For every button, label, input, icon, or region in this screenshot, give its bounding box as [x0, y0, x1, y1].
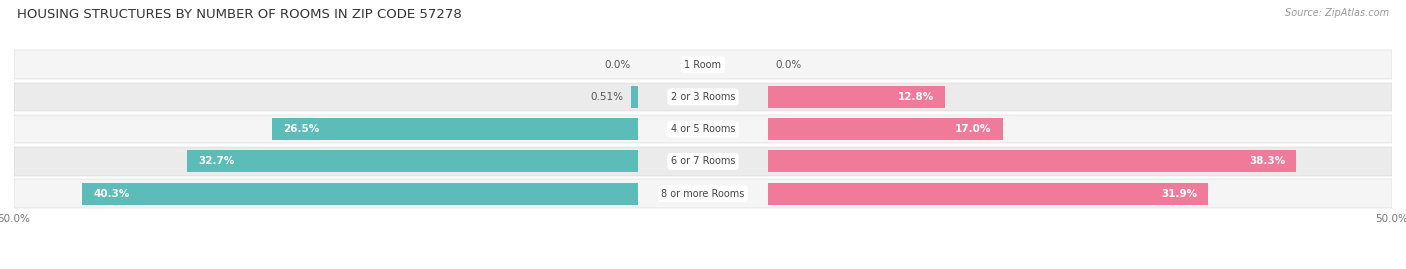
Bar [273, 118, 637, 140]
Bar [83, 183, 637, 205]
Bar [769, 118, 1002, 140]
Text: HOUSING STRUCTURES BY NUMBER OF ROOMS IN ZIP CODE 57278: HOUSING STRUCTURES BY NUMBER OF ROOMS IN… [17, 8, 461, 21]
Bar [14, 179, 1392, 208]
Text: 0.51%: 0.51% [591, 92, 624, 102]
Text: 40.3%: 40.3% [93, 189, 129, 199]
Text: 4 or 5 Rooms: 4 or 5 Rooms [671, 124, 735, 134]
Text: 17.0%: 17.0% [955, 124, 991, 134]
Bar [630, 86, 637, 108]
Text: 31.9%: 31.9% [1161, 189, 1197, 199]
Bar [769, 150, 1296, 172]
Bar [14, 147, 1392, 176]
Bar [769, 86, 945, 108]
Text: Source: ZipAtlas.com: Source: ZipAtlas.com [1285, 8, 1389, 18]
Bar [769, 183, 1208, 205]
Text: 0.0%: 0.0% [605, 59, 631, 70]
Bar [14, 83, 1392, 111]
Text: 26.5%: 26.5% [284, 124, 319, 134]
Text: 12.8%: 12.8% [897, 92, 934, 102]
Text: 0.0%: 0.0% [775, 59, 801, 70]
Bar [187, 150, 637, 172]
Text: 32.7%: 32.7% [198, 156, 235, 167]
Text: 6 or 7 Rooms: 6 or 7 Rooms [671, 156, 735, 167]
Text: 38.3%: 38.3% [1249, 156, 1285, 167]
Text: 8 or more Rooms: 8 or more Rooms [661, 189, 745, 199]
Bar [14, 115, 1392, 143]
Text: 1 Room: 1 Room [685, 59, 721, 70]
Text: 2 or 3 Rooms: 2 or 3 Rooms [671, 92, 735, 102]
Bar [14, 50, 1392, 79]
